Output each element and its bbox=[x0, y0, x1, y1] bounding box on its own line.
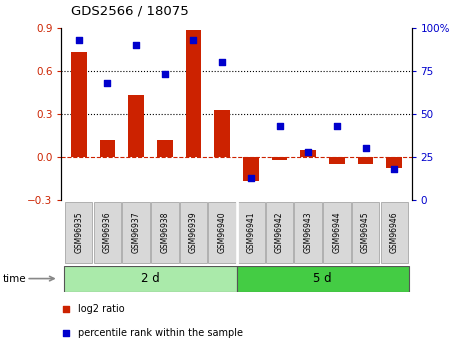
Text: GSM96936: GSM96936 bbox=[103, 212, 112, 253]
Point bbox=[333, 123, 341, 129]
Bar bbox=[209, 203, 236, 263]
Bar bbox=[329, 157, 345, 164]
Text: GSM96946: GSM96946 bbox=[390, 212, 399, 253]
Text: GSM96940: GSM96940 bbox=[218, 212, 227, 253]
Text: GSM96938: GSM96938 bbox=[160, 212, 169, 253]
Bar bbox=[272, 157, 288, 160]
Text: time: time bbox=[2, 274, 26, 284]
Bar bbox=[380, 203, 408, 263]
Point bbox=[305, 149, 312, 155]
Bar bbox=[236, 266, 409, 292]
Point bbox=[362, 146, 369, 151]
Bar bbox=[358, 157, 374, 164]
Point bbox=[190, 37, 197, 42]
Bar bbox=[71, 52, 87, 157]
Bar bbox=[123, 203, 150, 263]
Text: GSM96942: GSM96942 bbox=[275, 212, 284, 253]
Point bbox=[104, 80, 111, 86]
Text: GSM96935: GSM96935 bbox=[74, 212, 83, 253]
Text: GSM96943: GSM96943 bbox=[304, 212, 313, 253]
Bar bbox=[352, 203, 379, 263]
Text: GSM96941: GSM96941 bbox=[246, 212, 255, 253]
Point bbox=[62, 306, 70, 312]
Bar bbox=[99, 140, 115, 157]
Bar bbox=[128, 95, 144, 157]
Bar bbox=[243, 157, 259, 181]
Bar bbox=[214, 110, 230, 157]
Bar bbox=[65, 203, 93, 263]
Text: 2 d: 2 d bbox=[141, 272, 160, 285]
Point bbox=[391, 166, 398, 172]
Bar bbox=[323, 203, 350, 263]
Text: GSM96945: GSM96945 bbox=[361, 212, 370, 253]
Point bbox=[62, 331, 70, 336]
Bar bbox=[94, 203, 121, 263]
Point bbox=[276, 123, 283, 129]
Text: 5 d: 5 d bbox=[313, 272, 332, 285]
Point bbox=[247, 175, 254, 180]
Text: GSM96939: GSM96939 bbox=[189, 212, 198, 253]
Bar bbox=[151, 203, 178, 263]
Text: GDS2566 / 18075: GDS2566 / 18075 bbox=[71, 4, 189, 17]
Bar bbox=[300, 150, 316, 157]
Point bbox=[132, 42, 140, 48]
Point bbox=[161, 71, 168, 77]
Bar bbox=[64, 266, 236, 292]
Text: GSM96944: GSM96944 bbox=[333, 212, 342, 253]
Text: GSM96937: GSM96937 bbox=[131, 212, 140, 253]
Bar bbox=[180, 203, 207, 263]
Bar bbox=[185, 30, 201, 157]
Bar bbox=[237, 203, 264, 263]
Text: percentile rank within the sample: percentile rank within the sample bbox=[78, 328, 243, 338]
Point bbox=[75, 37, 82, 42]
Text: log2 ratio: log2 ratio bbox=[78, 304, 124, 314]
Bar bbox=[386, 157, 402, 168]
Bar bbox=[266, 203, 293, 263]
Bar bbox=[295, 203, 322, 263]
Bar bbox=[157, 140, 173, 157]
Point bbox=[219, 59, 226, 65]
